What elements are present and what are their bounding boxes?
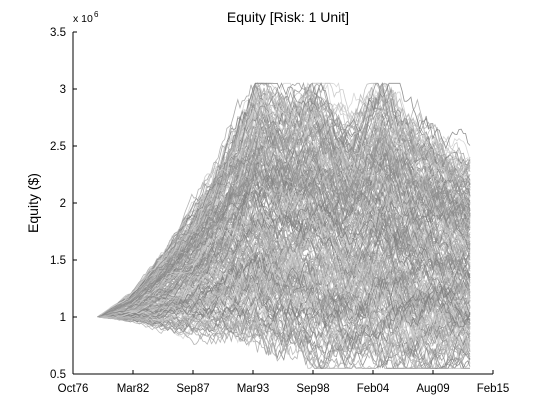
equity-series-line xyxy=(97,240,471,318)
equity-series-line xyxy=(97,286,471,339)
equity-series-line xyxy=(97,111,471,318)
equity-series-line xyxy=(97,223,471,318)
equity-series-line xyxy=(97,217,471,318)
simulation-lines xyxy=(97,81,471,370)
y-multiplier: x 10 6 xyxy=(73,10,99,25)
y-multiplier-exponent: 6 xyxy=(94,10,99,19)
equity-series-line xyxy=(97,82,471,318)
x-tick-label: Mar82 xyxy=(117,383,150,395)
equity-series-line xyxy=(97,295,471,359)
equity-series-line xyxy=(97,222,471,318)
equity-series-line xyxy=(97,81,471,318)
equity-series-line xyxy=(97,209,471,318)
y-ticks: 0.5 1 1.5 2 2.5 3 3.5 xyxy=(50,27,77,381)
equity-series-line xyxy=(97,263,471,327)
y-multiplier-text: x 10 xyxy=(73,13,93,25)
equity-series-line xyxy=(97,252,471,321)
y-tick-label: 2 xyxy=(60,198,66,210)
x-tick-label: Feb04 xyxy=(357,383,390,395)
equity-series-line xyxy=(97,191,471,318)
x-tick-label: Sep87 xyxy=(176,383,209,395)
y-tick-label: 2.5 xyxy=(50,141,66,153)
equity-series-line xyxy=(97,309,471,370)
equity-series-line xyxy=(97,299,470,370)
equity-series-line xyxy=(97,145,471,318)
equity-series-line xyxy=(97,313,471,369)
equity-series-line xyxy=(97,314,471,369)
equity-series-line xyxy=(97,291,471,351)
equity-series-line xyxy=(97,167,471,318)
x-tick-label: Mar93 xyxy=(237,383,270,395)
equity-series-line xyxy=(97,273,471,344)
equity-series-line xyxy=(97,291,471,359)
equity-series-line xyxy=(97,179,471,318)
equity-series-line xyxy=(97,169,471,318)
equity-series-line xyxy=(97,94,471,318)
equity-series-line xyxy=(97,149,471,318)
y-tick-label: 1.5 xyxy=(50,255,66,267)
y-tick-label: 3.5 xyxy=(50,27,66,39)
equity-series-line xyxy=(97,273,471,345)
x-tick-label: Feb15 xyxy=(477,383,510,395)
x-ticks: Oct76 Mar82 Sep87 Mar93 Sep98 Feb04 Aug09 Feb15 xyxy=(58,370,510,395)
equity-series-line xyxy=(97,82,471,318)
y-tick-label: 1 xyxy=(60,312,66,324)
equity-series-line xyxy=(97,316,470,370)
y-axis-label: Equity ($) xyxy=(25,173,41,233)
x-tick-label: Sep98 xyxy=(296,383,329,395)
x-tick-label: Aug09 xyxy=(416,383,449,395)
equity-series-line xyxy=(97,85,471,318)
equity-series-line xyxy=(97,283,471,340)
y-tick-label: 0.5 xyxy=(50,369,66,381)
y-tick-label: 3 xyxy=(60,84,66,96)
equity-series-line xyxy=(97,119,471,318)
equity-series-line xyxy=(97,131,471,318)
chart-title: Equity [Risk: 1 Unit] xyxy=(227,9,349,25)
equity-series-line xyxy=(97,102,471,318)
equity-series-line xyxy=(97,202,471,318)
equity-series-line xyxy=(97,176,471,318)
x-tick-label: Oct76 xyxy=(58,383,89,395)
equity-series-line xyxy=(97,233,471,318)
